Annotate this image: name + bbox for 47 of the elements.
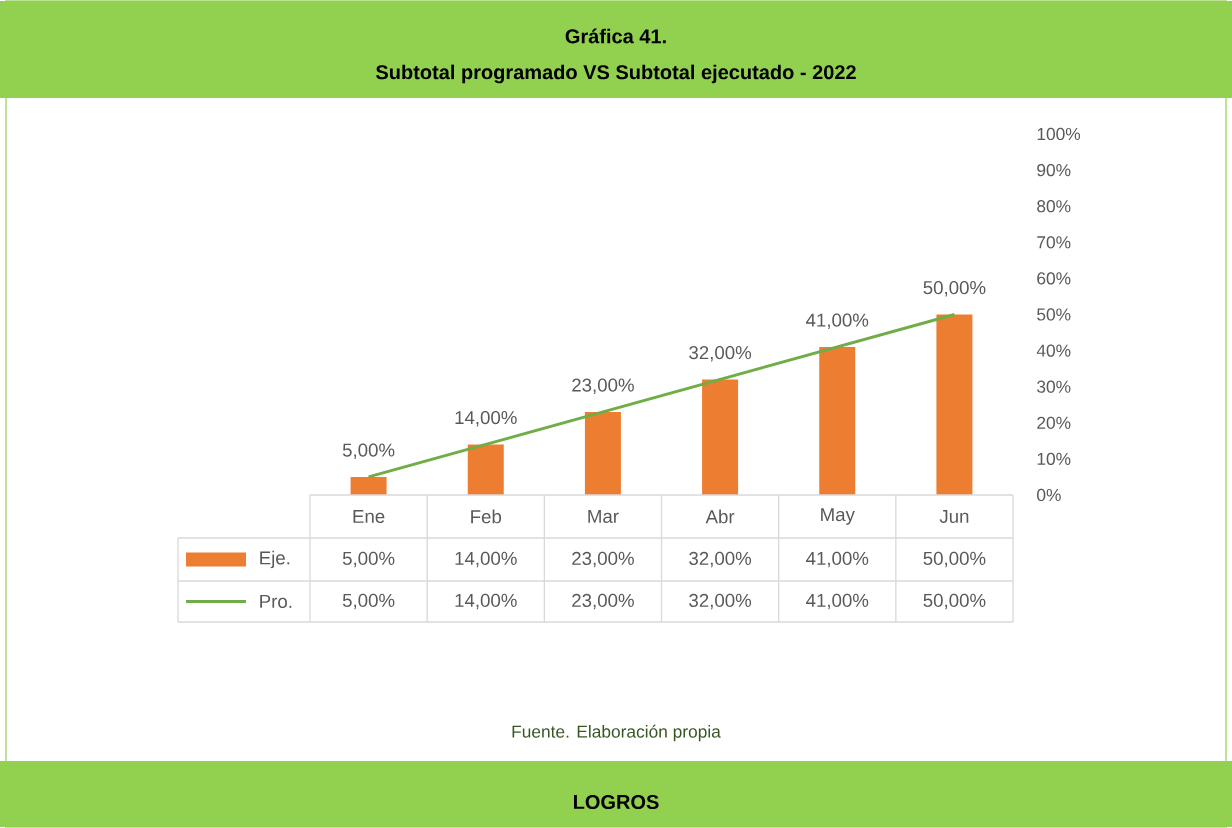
data-label: 32,00% <box>689 593 752 610</box>
x-tick-label: Abr <box>705 509 735 524</box>
y-tick-label: 60% <box>1037 272 1071 285</box>
bar <box>467 444 504 495</box>
y-tick-label: 40% <box>1036 344 1071 357</box>
data-label: 23,00% <box>572 593 634 610</box>
text: LOGROS <box>574 794 659 810</box>
y-tick-label: 10% <box>1037 452 1071 466</box>
y-tick-label: 30% <box>1037 380 1071 393</box>
text: 14,00% <box>455 410 517 427</box>
data-label: 5,00% <box>342 593 395 610</box>
y-tick-label: 0% <box>1037 488 1061 502</box>
bar <box>702 379 739 495</box>
y-tick-label: 90% <box>1037 163 1071 177</box>
y-tick-label: 80% <box>1037 200 1071 213</box>
y-tick-label: 50% <box>1037 308 1071 321</box>
bar <box>350 476 387 495</box>
legend-label: Pro. <box>260 594 292 609</box>
data-label: 14,00% <box>455 593 517 610</box>
data-label: 14,00% <box>455 551 517 568</box>
bar <box>936 314 973 495</box>
chart-title: Gráfica 41. <box>565 28 666 44</box>
x-tick-label: Mar <box>588 509 619 523</box>
text: 50,00% <box>923 281 986 297</box>
text: 23,00% <box>572 378 634 394</box>
x-tick-label: May <box>821 508 855 525</box>
text: 5,00% <box>342 443 395 459</box>
x-tick-label: Feb <box>471 509 502 524</box>
data-label: 41,00% <box>806 593 869 610</box>
bar <box>819 346 856 495</box>
y-tick-label: 20% <box>1037 416 1071 429</box>
data-label: 5,00% <box>342 551 395 568</box>
bar <box>584 411 621 495</box>
text: 32,00% <box>689 345 752 362</box>
data-label: 50,00% <box>923 593 986 610</box>
source-note: Fuente. Elaboración propia <box>512 724 721 742</box>
x-tick-label: Ene <box>353 509 385 523</box>
data-label: 32,00% <box>689 551 752 568</box>
y-tick-label: 100% <box>1037 127 1081 141</box>
y-tick-label: 70% <box>1037 236 1071 249</box>
chart-subtitle: Subtotal programado VS Subtotal ejecutado - 2022 <box>376 64 856 84</box>
x-tick-label: Jun <box>939 509 969 523</box>
data-label: 50,00% <box>923 551 986 568</box>
text: 41,00% <box>806 313 869 329</box>
data-label: 41,00% <box>806 551 869 568</box>
legend-label: Eje. <box>260 550 290 569</box>
data-label: 23,00% <box>572 551 634 568</box>
